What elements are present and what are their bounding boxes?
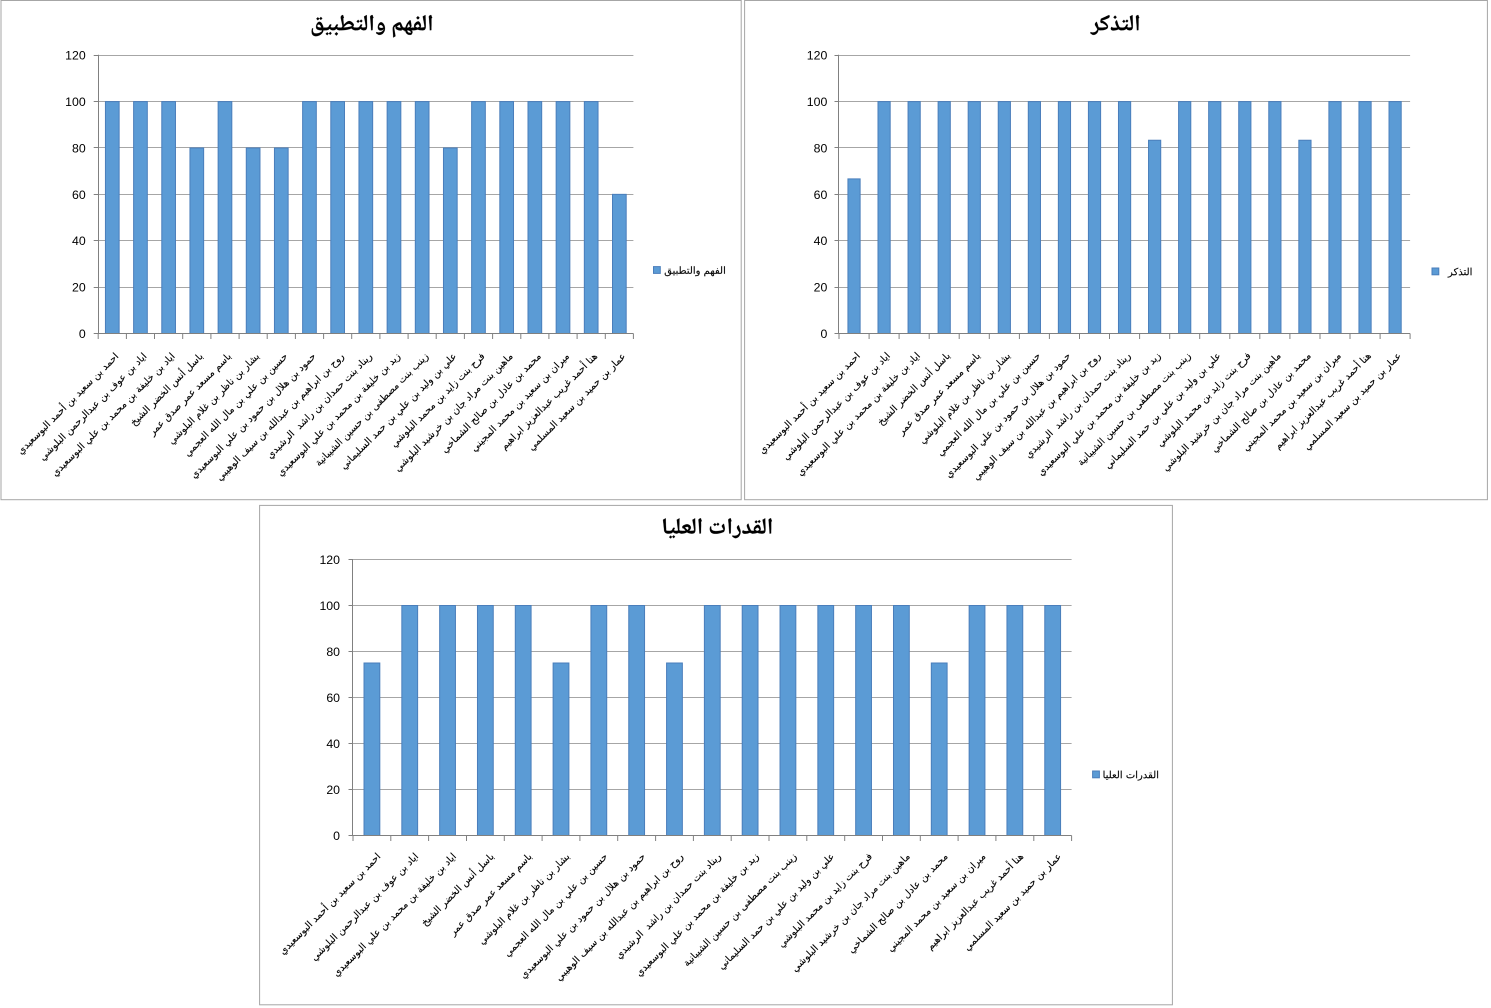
- svg-text:0: 0: [820, 327, 827, 341]
- svg-text:60: 60: [814, 188, 828, 202]
- svg-text:0: 0: [333, 829, 340, 843]
- svg-text:0: 0: [79, 327, 86, 341]
- svg-text:80: 80: [326, 645, 340, 659]
- svg-text:120: 120: [65, 49, 86, 63]
- svg-text:60: 60: [326, 691, 340, 705]
- svg-text:100: 100: [65, 95, 86, 109]
- svg-text:40: 40: [814, 234, 828, 248]
- svg-text:80: 80: [814, 141, 828, 155]
- svg-text:60: 60: [72, 188, 86, 202]
- svg-text:20: 20: [326, 783, 340, 797]
- svg-text:120: 120: [319, 553, 340, 567]
- svg-text:80: 80: [72, 141, 86, 155]
- svg-text:20: 20: [72, 281, 86, 295]
- svg-text:100: 100: [319, 599, 340, 613]
- svg-text:100: 100: [807, 95, 828, 109]
- svg-text:40: 40: [326, 737, 340, 751]
- svg-text:20: 20: [814, 281, 828, 295]
- svg-text:120: 120: [807, 49, 828, 63]
- svg-text:40: 40: [72, 234, 86, 248]
